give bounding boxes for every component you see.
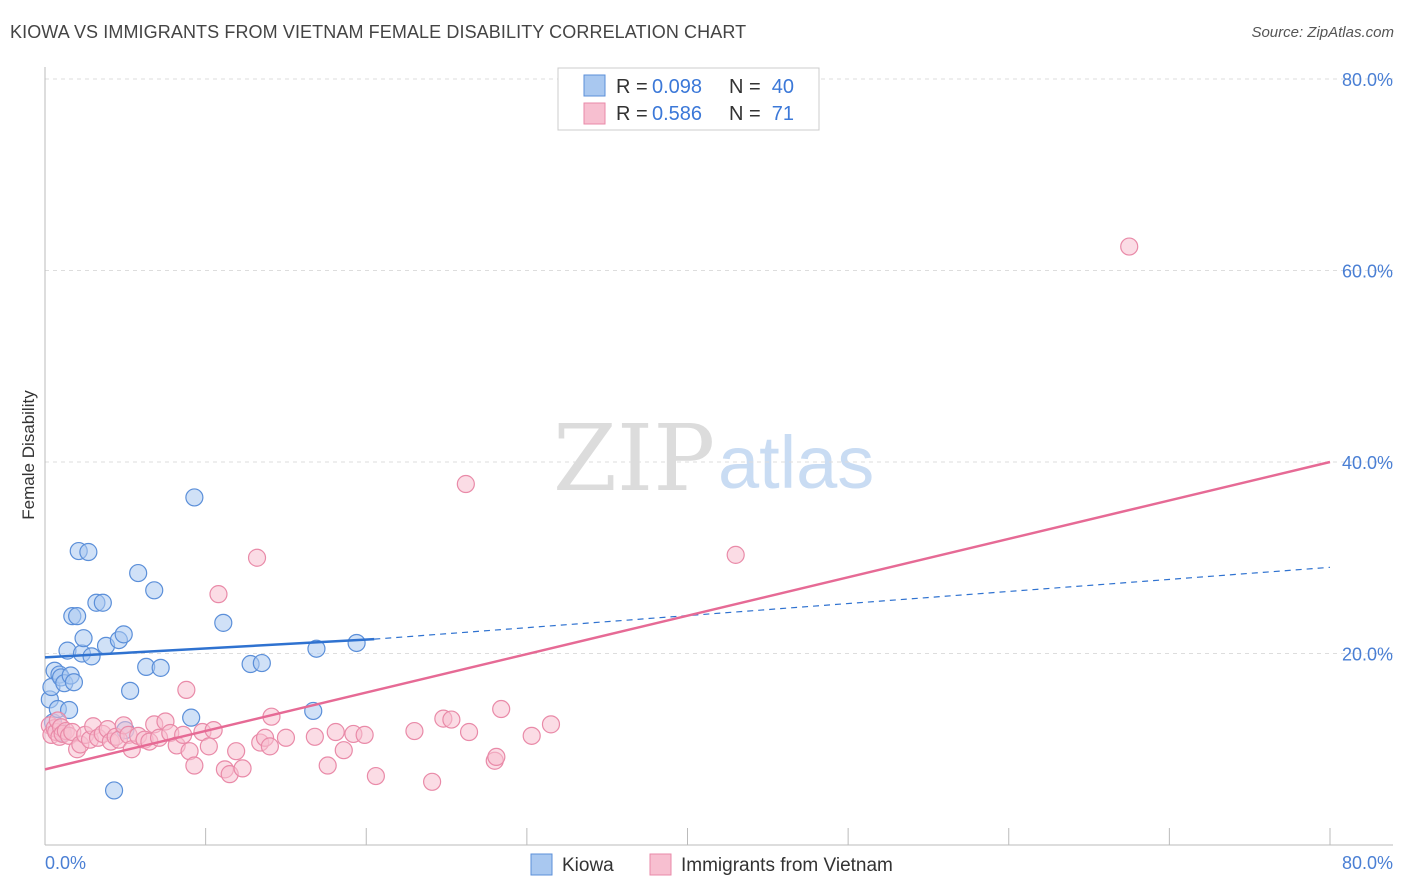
kiowa-point-36 [307,639,326,658]
vietnam-point-63 [459,722,479,742]
kiowa-point-22 [104,781,124,800]
vietnam-points [40,237,1139,791]
source-credit: Source: ZipAtlas.com [1251,24,1394,41]
y-tick-labels: 20.0% 40.0% 60.0% 80.0% [1342,70,1393,665]
kiowa-point-20 [93,593,112,612]
kiowa-trend-line [44,637,375,659]
vietnam-point-61 [442,710,461,729]
legend-n-label-vietnam: N = [729,103,761,125]
y-tick-label-20: 20.0% [1342,645,1393,665]
vietnam-trend-line [44,460,1331,771]
kiowa-point-18 [82,647,101,666]
y-axis-title: Female Disability [19,390,38,520]
vietnam-point-50 [276,728,296,747]
kiowa-point-13 [68,607,87,626]
vietnam-point-38 [199,737,218,756]
series-legend-label-kiowa: Kiowa [562,855,614,876]
vietnam-point-52 [318,756,337,775]
vietnam-point-65 [487,747,506,767]
kiowa-point-29 [151,658,170,677]
legend-r-label-vietnam: R = [616,103,648,125]
kiowa-point-26 [129,563,148,583]
gridlines [45,78,1393,654]
vietnam-point-43 [227,742,246,761]
x-tick-label-min: 0.0% [45,853,86,873]
legend-r-label-kiowa: R = [616,76,648,98]
kiowa-point-30 [182,708,201,727]
vietnam-point-56 [355,725,374,744]
legend-n-value-kiowa: 40 [772,76,794,98]
vietnam-point-36 [185,756,204,775]
vietnam-point-51 [305,727,324,746]
kiowa-point-9 [59,700,79,720]
vietnam-point-58 [405,721,424,741]
legend-r-value-vietnam: 0.586 [652,103,702,125]
vietnam-point-62 [456,474,475,494]
vietnam-point-53 [326,722,345,742]
y-tick-label-40: 40.0% [1342,453,1393,473]
legend-n-label-kiowa: N = [729,76,761,98]
kiowa-point-12 [64,673,84,692]
vietnam-point-54 [334,741,353,760]
kiowa-point-17 [79,542,98,562]
legend-swatch-vietnam [583,102,606,125]
watermark-zip: ZIP [553,405,715,512]
vietnam-point-57 [366,766,385,786]
kiowa-point-16 [74,629,93,648]
vietnam-point-40 [209,585,228,604]
vietnam-point-48 [260,737,279,756]
vietnam-point-70 [1120,237,1139,256]
trend-lines [44,460,1331,771]
series-legend: Kiowa Immigrants from Vietnam [530,853,893,876]
series-legend-swatch-kiowa [530,853,553,876]
kiowa-point-28 [145,581,164,600]
vietnam-point-45 [247,548,267,567]
kiowa-trend-extension [374,566,1331,640]
vietnam-point-69 [726,545,745,564]
chart-title: KIOWA VS IMMIGRANTS FROM VIETNAM FEMALE … [10,22,747,42]
kiowa-point-25 [121,681,140,700]
kiowa-point-31 [185,488,204,507]
vietnam-point-59 [423,772,442,791]
vietnam-point-44 [233,759,252,778]
y-tick-label-60: 60.0% [1342,262,1393,282]
legend-swatch-kiowa [583,74,606,97]
vietnam-point-67 [522,726,541,745]
x-axis-ticks [205,828,1331,845]
y-tick-label-80: 80.0% [1342,70,1393,90]
vietnam-point-68 [541,715,561,734]
stats-legend: R = 0.098 N = 40 R = 0.586 N = 71 [557,67,820,131]
legend-r-value-kiowa: 0.098 [652,76,702,98]
vietnam-point-34 [177,680,196,699]
legend-n-value-vietnam: 71 [772,103,794,125]
series-legend-label-vietnam: Immigrants from Vietnam [681,855,893,876]
series-legend-swatch-vietnam [649,853,672,876]
x-tick-label-max: 80.0% [1342,853,1393,873]
kiowa-point-37 [347,633,366,653]
vietnam-point-66 [492,699,511,719]
kiowa-point-34 [252,653,271,673]
kiowa-point-32 [214,613,233,632]
kiowa-point-24 [114,625,133,644]
